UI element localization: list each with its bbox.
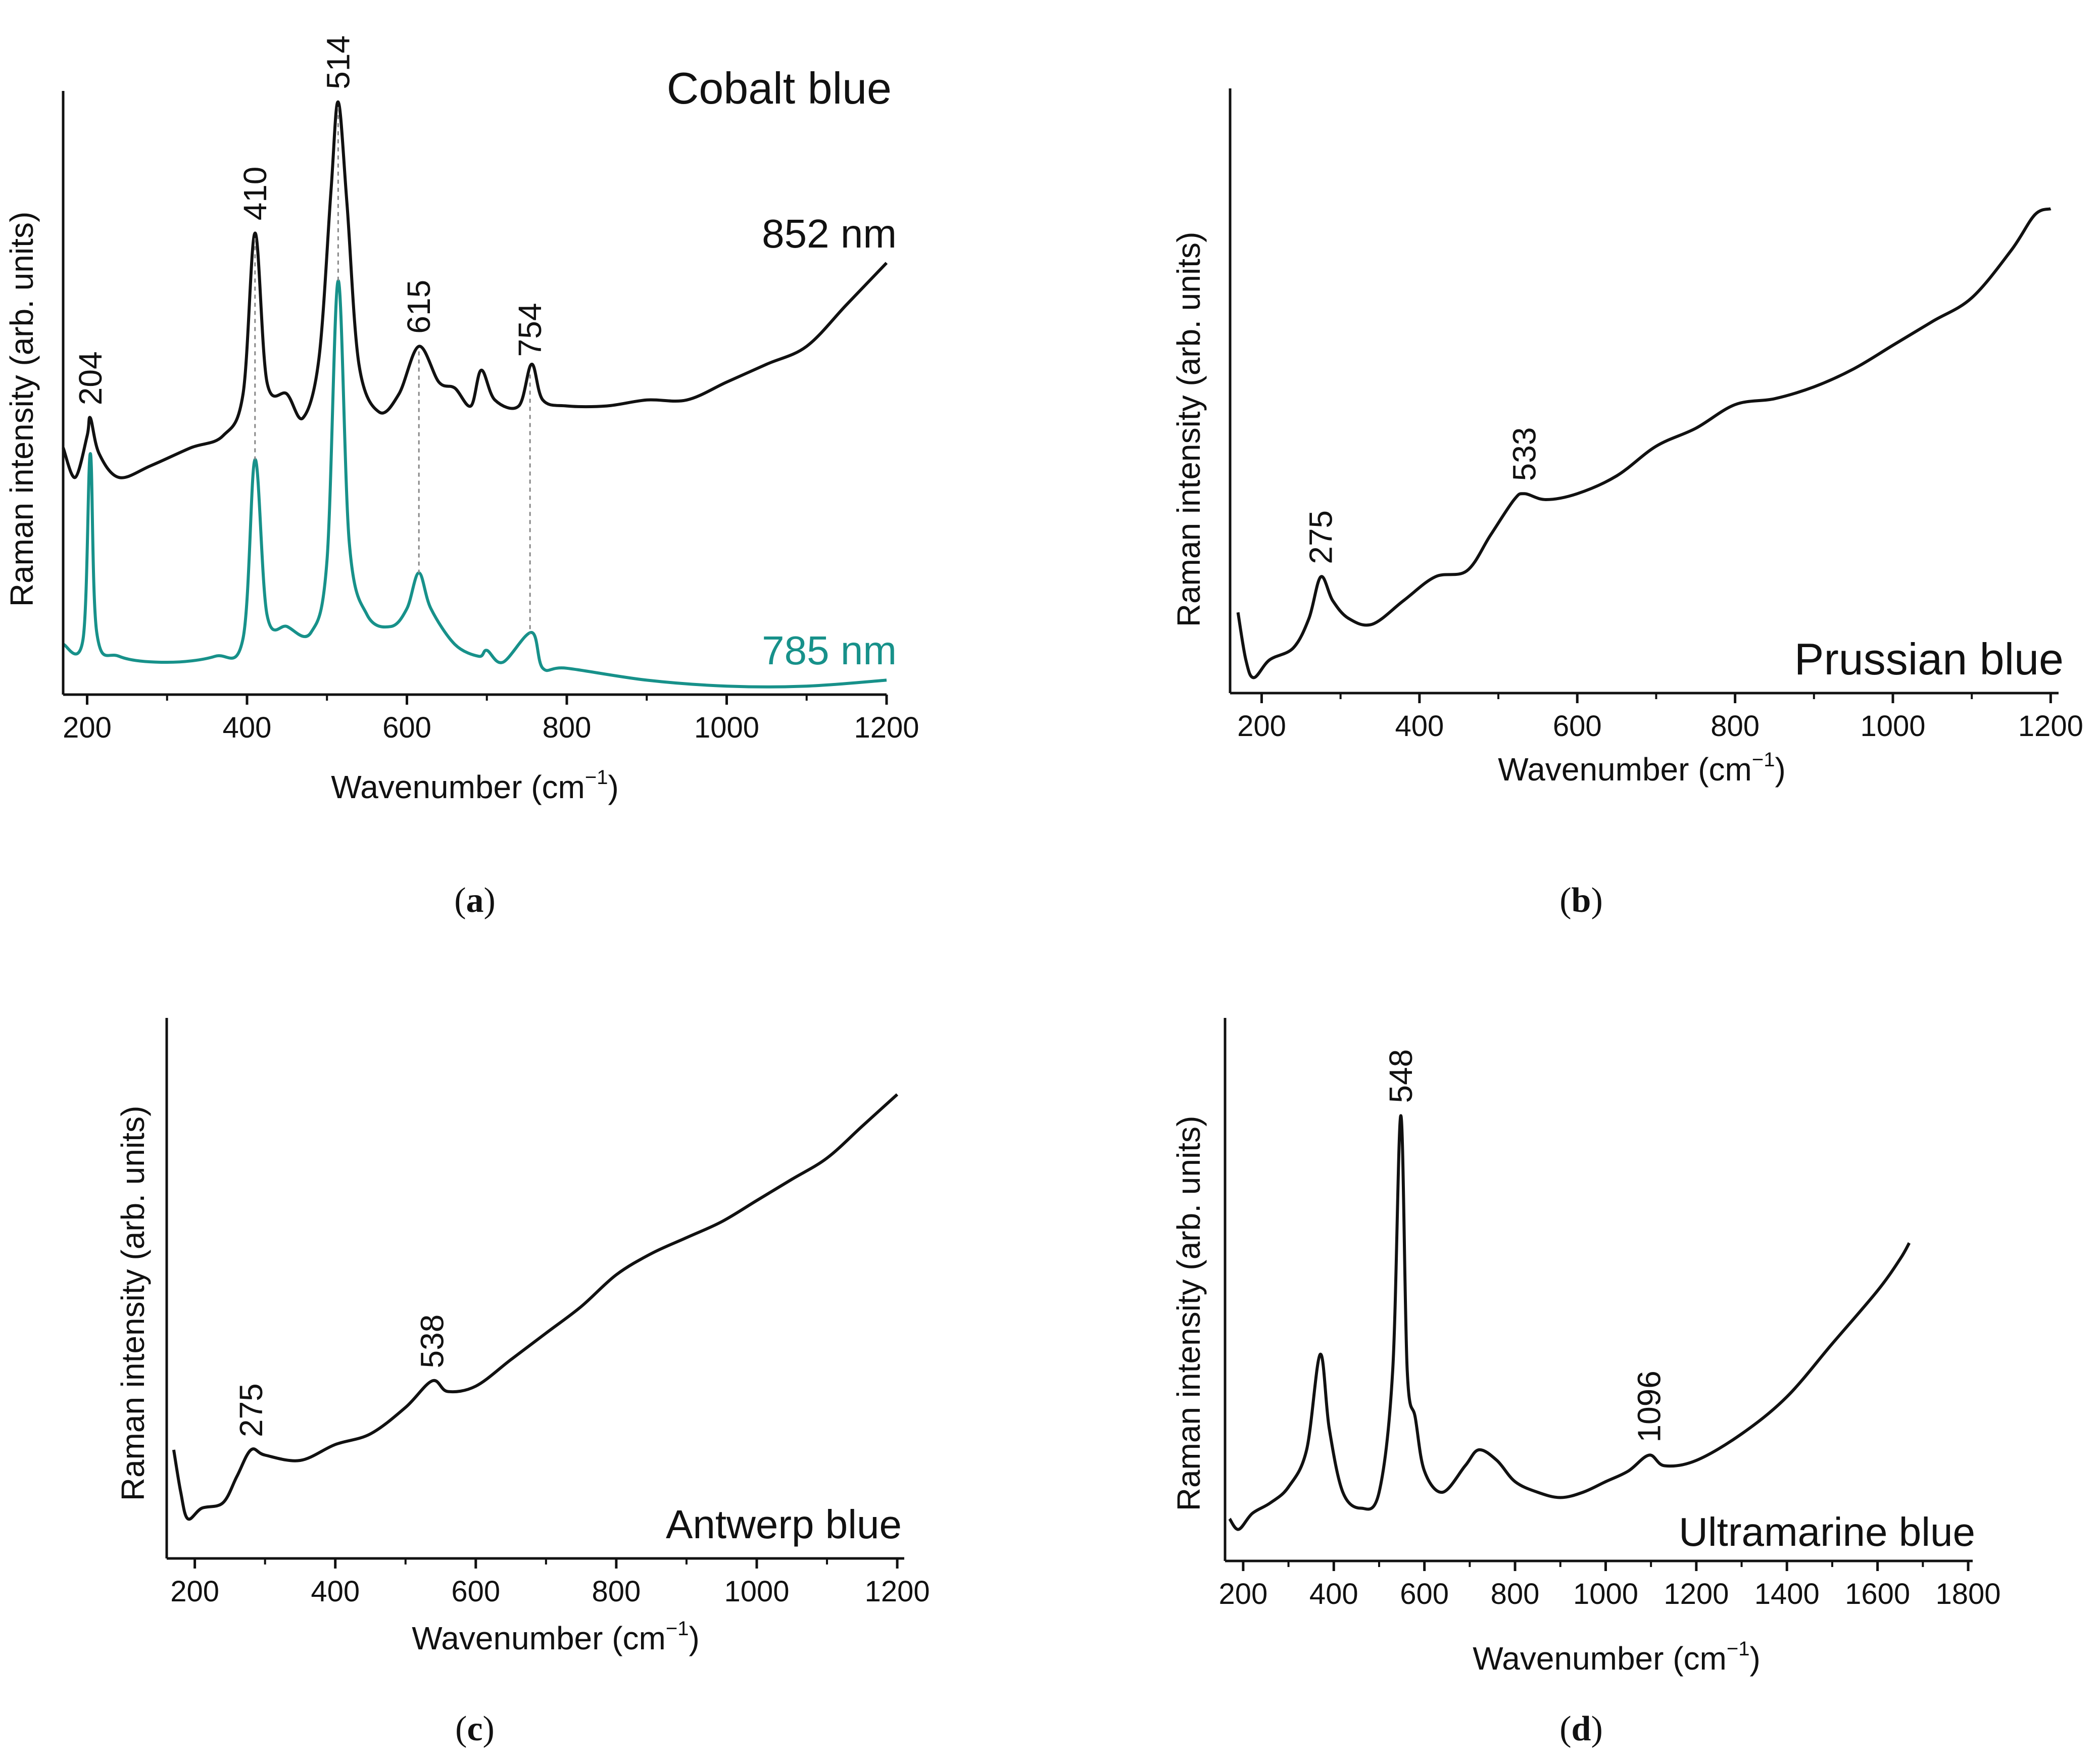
panel-b-prussian-blue: 200 400 600 800 1000 1200 275 533 Prussian blu… bbox=[1170, 88, 2083, 920]
x-tick-label: 600 bbox=[1400, 1578, 1449, 1610]
x-tick-label: 200 bbox=[63, 711, 112, 744]
panel-b-xlabel: Wavenumber (cm−1) bbox=[1498, 749, 1786, 788]
panel-d-peak-label: 1096 bbox=[1631, 1371, 1668, 1442]
panel-c-xlabel-end: ) bbox=[689, 1620, 699, 1656]
x-tick-label: 1000 bbox=[724, 1575, 789, 1608]
x-tick-label: 1200 bbox=[854, 711, 919, 744]
panel-d-ylabel: Raman intensity (arb. units) bbox=[1170, 1116, 1207, 1511]
panel-c-xlabel: Wavenumber (cm−1) bbox=[412, 1618, 700, 1656]
panel-c-caption-letter: c bbox=[467, 1709, 482, 1748]
x-tick-label: 1000 bbox=[1860, 710, 1925, 743]
panel-a-caption: (a) bbox=[454, 881, 496, 920]
panel-d-xlabel-main: Wavenumber (cm bbox=[1473, 1640, 1727, 1677]
panel-d-caption-letter: d bbox=[1572, 1709, 1591, 1748]
panel-d-series-line bbox=[1228, 1114, 1911, 1531]
panel-c-peak-labels: 275 538 bbox=[233, 1314, 451, 1437]
panel-a-plot-lines bbox=[62, 100, 888, 689]
panel-b-ticks: 200 400 600 800 1000 1200 bbox=[1237, 693, 2083, 743]
x-tick-label: 1800 bbox=[1936, 1578, 2001, 1610]
panel-a-peak-label: 204 bbox=[72, 351, 109, 405]
panel-a-xlabel-sup: −1 bbox=[585, 766, 608, 789]
x-tick-label: 600 bbox=[1553, 710, 1602, 743]
x-tick-label: 600 bbox=[451, 1575, 500, 1608]
panel-c-plot-lines bbox=[172, 1093, 899, 1521]
x-tick-label: 800 bbox=[1491, 1578, 1540, 1610]
x-tick-label: 200 bbox=[1237, 710, 1286, 743]
panel-c-caption: (c) bbox=[455, 1709, 495, 1748]
panel-a-series-line-852-nm bbox=[62, 100, 888, 479]
panel-c-axes bbox=[165, 1018, 904, 1560]
panel-a-series-line-785-nm bbox=[63, 279, 887, 689]
panel-d-caption: (d) bbox=[1559, 1709, 1603, 1748]
panel-b-xlabel-sup: −1 bbox=[1752, 749, 1775, 771]
x-tick-label: 800 bbox=[1711, 710, 1760, 743]
x-tick-label: 800 bbox=[543, 711, 592, 744]
panel-a-caption-letter: a bbox=[466, 881, 484, 920]
panel-c-peak-label: 275 bbox=[233, 1383, 269, 1437]
x-tick-label: 1600 bbox=[1845, 1578, 1910, 1610]
x-tick-label: 1200 bbox=[865, 1575, 930, 1608]
x-tick-label: 1200 bbox=[2018, 710, 2083, 743]
panel-d-peak-label: 548 bbox=[1383, 1049, 1419, 1103]
panel-d-ticks: 200 400 600 800 1000 1200 1400 1600 1800 bbox=[1218, 1561, 2001, 1610]
panel-a-legend-852: 852 nm bbox=[762, 211, 897, 256]
panel-c-antwerp-blue: 200 400 600 800 1000 1200 275 538 Antwerp blue… bbox=[115, 1018, 930, 1748]
panel-b-caption: (b) bbox=[1559, 881, 1603, 920]
panel-d-title: Ultramarine blue bbox=[1679, 1509, 1975, 1554]
panel-d-xlabel-end: ) bbox=[1749, 1640, 1760, 1677]
panel-c-xlabel-sup: −1 bbox=[666, 1618, 689, 1640]
panel-c-title: Antwerp blue bbox=[666, 1502, 902, 1547]
panel-a-peak-labels: 204 410 514 615 754 bbox=[72, 35, 548, 405]
x-tick-label: 400 bbox=[311, 1575, 360, 1608]
panel-b-xlabel-main: Wavenumber (cm bbox=[1498, 751, 1752, 788]
x-tick-label: 1200 bbox=[1664, 1578, 1729, 1610]
panel-a-peak-label: 514 bbox=[320, 35, 356, 89]
x-tick-label: 400 bbox=[1395, 710, 1444, 743]
panel-d-axes bbox=[1224, 1018, 1973, 1562]
panel-a-legend-785: 785 nm bbox=[762, 628, 897, 673]
panel-a-ticks: 200 400 600 800 1000 1200 bbox=[63, 695, 919, 744]
panel-a-peak-label: 410 bbox=[237, 167, 273, 221]
panel-b-plot-lines bbox=[1236, 207, 2052, 679]
panel-d-xlabel: Wavenumber (cm−1) bbox=[1473, 1638, 1761, 1677]
panel-c-peak-label: 538 bbox=[414, 1314, 451, 1368]
panel-b-peak-labels: 275 533 bbox=[1303, 427, 1543, 564]
panel-b-title: Prussian blue bbox=[1794, 634, 2064, 684]
panel-a-peak-label: 615 bbox=[401, 280, 437, 334]
x-tick-label: 800 bbox=[592, 1575, 641, 1608]
panel-b-peak-label: 533 bbox=[1506, 427, 1543, 481]
x-tick-label: 1400 bbox=[1754, 1578, 1820, 1610]
x-tick-label: 1000 bbox=[694, 711, 759, 744]
x-tick-label: 400 bbox=[223, 711, 272, 744]
panel-a-title: Cobalt blue bbox=[667, 63, 892, 113]
panel-b-axes bbox=[1229, 88, 2059, 695]
x-tick-label: 1000 bbox=[1573, 1578, 1638, 1610]
panel-b-ylabel: Raman intensity (arb. units) bbox=[1170, 232, 1207, 627]
panel-a-xlabel-main: Wavenumber (cm bbox=[331, 769, 585, 805]
panel-d-plot-lines bbox=[1228, 1114, 1911, 1531]
x-tick-label: 200 bbox=[170, 1575, 219, 1608]
panel-c-ticks: 200 400 600 800 1000 1200 bbox=[170, 1558, 930, 1608]
panel-a-xlabel-end: ) bbox=[608, 769, 618, 805]
x-tick-label: 600 bbox=[382, 711, 431, 744]
panel-a-axes bbox=[62, 91, 887, 696]
panel-d-xlabel-sup: −1 bbox=[1727, 1638, 1750, 1660]
panel-d-ultramarine-blue: 200 400 600 800 1000 1200 1400 1600 1800 548 1096… bbox=[1170, 1018, 2001, 1748]
panel-a-cobalt-blue: 200 400 600 800 1000 1200 204 410 514 615 754 Cob… bbox=[4, 35, 919, 920]
x-tick-label: 400 bbox=[1309, 1578, 1358, 1610]
panel-b-peak-label: 275 bbox=[1303, 510, 1339, 564]
panel-a-ylabel: Raman intensity (arb. units) bbox=[4, 212, 40, 607]
panel-c-xlabel-main: Wavenumber (cm bbox=[412, 1620, 666, 1656]
panel-a-xlabel: Wavenumber (cm−1) bbox=[331, 766, 619, 805]
panel-b-caption-letter: b bbox=[1572, 881, 1591, 920]
panel-c-series-line bbox=[172, 1093, 899, 1521]
panel-a-peak-label: 754 bbox=[512, 303, 548, 357]
panel-b-xlabel-end: ) bbox=[1775, 751, 1785, 788]
panel-b-series-line bbox=[1236, 207, 2052, 679]
panel-c-ylabel: Raman intensity (arb. units) bbox=[115, 1106, 151, 1501]
panel-d-peak-labels: 548 1096 bbox=[1383, 1049, 1668, 1443]
x-tick-label: 200 bbox=[1218, 1578, 1267, 1610]
